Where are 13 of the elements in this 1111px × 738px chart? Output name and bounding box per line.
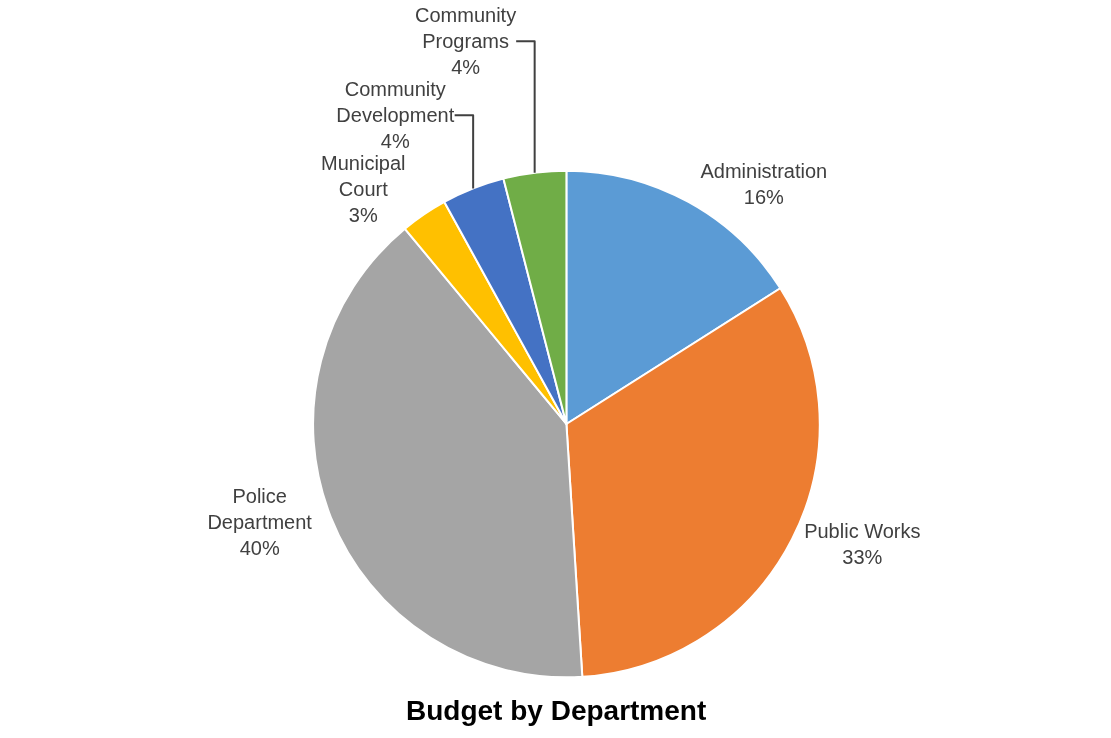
- data-label: 4%: [380, 130, 410, 153]
- data-label: 16%: [743, 185, 785, 208]
- slice-label: Community Development: [336, 78, 455, 127]
- data-label: 4%: [451, 56, 481, 79]
- slice-label: Community Programs: [415, 4, 517, 53]
- data-label: 3%: [348, 204, 378, 227]
- data-label: 40%: [239, 537, 280, 560]
- slice-label: Municipal Court: [321, 152, 406, 201]
- text: Budget by Department: [406, 695, 707, 726]
- slice-label: Public Works: [804, 519, 921, 542]
- data-label: 33%: [842, 545, 883, 568]
- slice-label: Police Department: [207, 485, 313, 534]
- slice-label: Administration: [700, 159, 828, 182]
